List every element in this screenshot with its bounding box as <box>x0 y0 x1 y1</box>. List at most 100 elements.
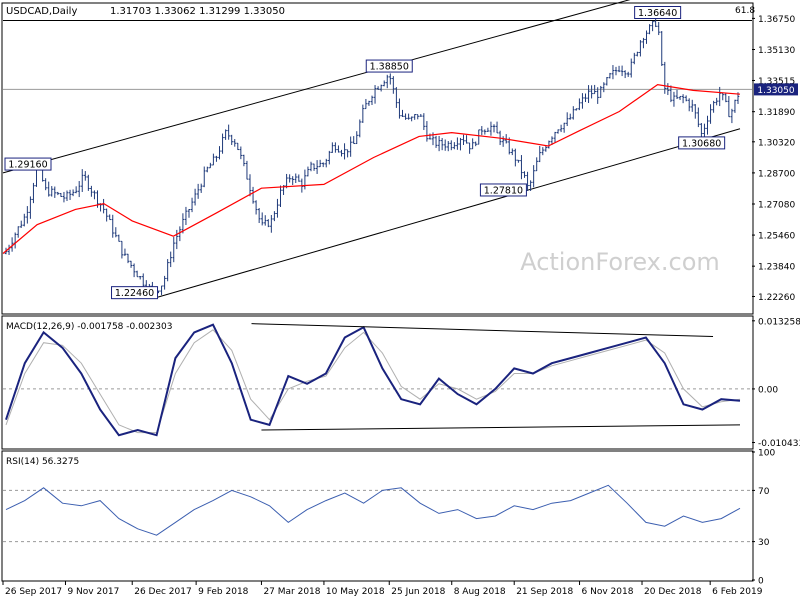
price-bar <box>254 200 258 215</box>
price-bar <box>294 173 298 183</box>
price-bar <box>129 260 133 268</box>
price-bar <box>690 99 694 112</box>
price-bar <box>56 191 60 196</box>
price-bar <box>678 95 682 101</box>
price-bar <box>694 104 697 119</box>
price-bar <box>367 100 371 106</box>
price-bar <box>456 137 459 150</box>
price-bar <box>620 65 624 77</box>
price-panel-frame <box>1 2 754 315</box>
price-bar <box>346 149 349 158</box>
price-bar <box>212 153 215 166</box>
price-y-tick-label: 1.25460 <box>758 232 795 242</box>
price-bar <box>321 162 325 168</box>
price-bar <box>206 166 209 173</box>
price-bar <box>474 141 477 147</box>
x-tick-label: 9 Feb 2018 <box>198 587 249 597</box>
price-y-tick-label: 1.36750 <box>758 15 795 25</box>
price-bar <box>26 206 29 224</box>
watermark: ActionForex.com <box>520 248 720 276</box>
price-bar <box>44 178 47 191</box>
price-bar <box>273 211 276 222</box>
price-bar <box>733 99 737 113</box>
price-bar <box>599 85 603 98</box>
price-bar <box>562 122 566 133</box>
price-bar <box>32 182 35 204</box>
price-bar <box>138 276 142 280</box>
price-bar <box>684 95 688 102</box>
price-bar <box>596 87 599 104</box>
price-bar <box>306 166 310 177</box>
price-bar <box>520 155 523 180</box>
price-bar <box>730 108 734 124</box>
price-bar <box>16 226 20 238</box>
price-bar <box>578 98 581 111</box>
rsi-y-tick-label: 100 <box>758 449 775 459</box>
price-bar <box>450 140 453 151</box>
price-y-tick-label: 1.31890 <box>758 108 795 118</box>
price-bar <box>193 188 197 206</box>
rsi-y-tick-label: 30 <box>758 538 770 548</box>
price-bar <box>538 145 542 163</box>
price-level-text: 1.27810 <box>484 185 523 196</box>
price-bar <box>706 115 709 135</box>
price-bar <box>126 253 130 264</box>
price-level-label: 1.30680 <box>678 136 726 150</box>
price-bar <box>74 186 78 194</box>
price-bar <box>224 129 227 140</box>
sma-line <box>2 83 741 254</box>
price-bar <box>199 183 203 193</box>
price-bar <box>373 85 377 104</box>
rsi-line <box>5 484 741 536</box>
price-bar <box>712 100 715 113</box>
price-bar <box>105 208 108 222</box>
price-bar <box>471 138 474 150</box>
price-bar <box>47 181 50 197</box>
price-bar <box>102 198 105 214</box>
price-bar <box>568 113 572 120</box>
price-bar <box>681 94 685 104</box>
price-level-text: 1.36640 <box>638 8 677 19</box>
price-bar <box>80 169 84 192</box>
price-bar <box>495 121 499 134</box>
price-bar <box>385 74 389 89</box>
x-tick-label: 6 Feb 2019 <box>712 587 763 597</box>
price-bar <box>514 148 517 167</box>
price-bar <box>178 226 182 242</box>
price-bar <box>602 82 606 93</box>
symbol-label: USDCAD,Daily <box>6 6 77 17</box>
price-bar <box>395 87 398 108</box>
channel-upper-line <box>2 0 631 174</box>
price-bar <box>175 229 179 250</box>
price-bar <box>242 154 246 167</box>
macd-line <box>5 323 741 437</box>
price-bar <box>434 135 438 148</box>
price-bar <box>93 190 96 200</box>
price-bar <box>623 70 627 79</box>
price-bar <box>196 183 200 199</box>
price-bar <box>364 98 368 110</box>
price-bar <box>172 237 176 263</box>
price-bar <box>651 21 654 32</box>
price-bar <box>468 142 471 154</box>
price-bar <box>260 212 264 226</box>
price-bar <box>202 166 206 188</box>
price-bar <box>117 234 121 242</box>
x-tick-label: 9 Nov 2017 <box>67 587 119 597</box>
price-bar <box>633 52 636 65</box>
price-bar <box>703 123 706 138</box>
price-bar <box>257 208 261 224</box>
price-bar <box>672 91 676 107</box>
price-bar <box>608 72 612 79</box>
price-bar <box>443 139 447 151</box>
price-bar <box>489 121 493 136</box>
rsi-panel-frame <box>1 450 754 582</box>
macd-y-tick-label: 0.00 <box>758 385 778 395</box>
price-bar <box>135 270 139 278</box>
price-bar <box>401 109 404 118</box>
price-bar <box>657 21 660 36</box>
price-bar <box>23 213 26 227</box>
rsi-y-tick-label: 0 <box>758 577 764 587</box>
price-bar <box>425 121 429 142</box>
